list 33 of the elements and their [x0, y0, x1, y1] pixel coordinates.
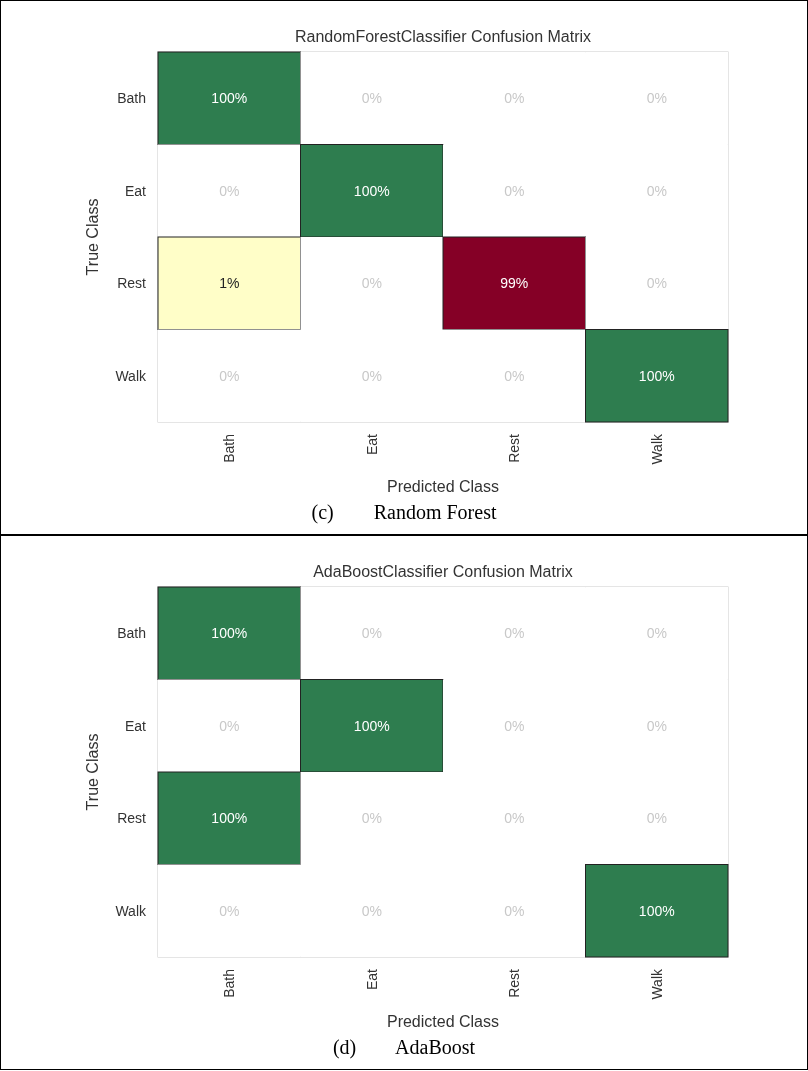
- data-label: 100%: [638, 367, 675, 384]
- y-axis-title: True Class: [84, 198, 101, 276]
- data-label: 100%: [353, 717, 390, 734]
- y-tick-label: Rest: [117, 810, 147, 827]
- text: (d) AdaBoost: [332, 1036, 476, 1059]
- y-tick-label: Rest: [117, 275, 147, 292]
- chart-title: RandomForestClassifier Confusion Matrix: [294, 28, 592, 45]
- x-axis-title: Predicted Class: [386, 1013, 500, 1030]
- x-tick-label: Eat: [363, 433, 380, 456]
- x-tick-label: Eat: [363, 968, 380, 991]
- y-tick-label: Walk: [115, 367, 147, 384]
- x-tick-label: Walk: [648, 968, 665, 1000]
- data-label: 99%: [500, 275, 529, 292]
- y-tick-label: Walk: [115, 902, 147, 919]
- x-tick-label: Rest: [506, 968, 523, 998]
- x-axis-title: Predicted Class: [386, 478, 500, 495]
- y-tick-label: Eat: [124, 182, 147, 199]
- x-tick-label: Bath: [221, 969, 238, 998]
- y-tick-label: Eat: [124, 717, 147, 734]
- text: (c) Random Forest: [311, 501, 497, 524]
- y-tick-label: Bath: [117, 90, 146, 107]
- data-label: 100%: [211, 90, 248, 107]
- y-axis-title: True Class: [84, 733, 101, 811]
- x-tick-label: Bath: [221, 434, 238, 463]
- chart-title: AdaBoostClassifier Confusion Matrix: [313, 563, 573, 580]
- data-label: 100%: [353, 182, 390, 199]
- data-label: 100%: [211, 625, 248, 642]
- data-label: 1%: [219, 275, 240, 292]
- x-tick-label: Walk: [648, 433, 665, 465]
- data-label: 100%: [211, 810, 248, 827]
- x-tick-label: Rest: [506, 433, 523, 463]
- data-label: 100%: [638, 902, 675, 919]
- y-tick-label: Bath: [117, 625, 146, 642]
